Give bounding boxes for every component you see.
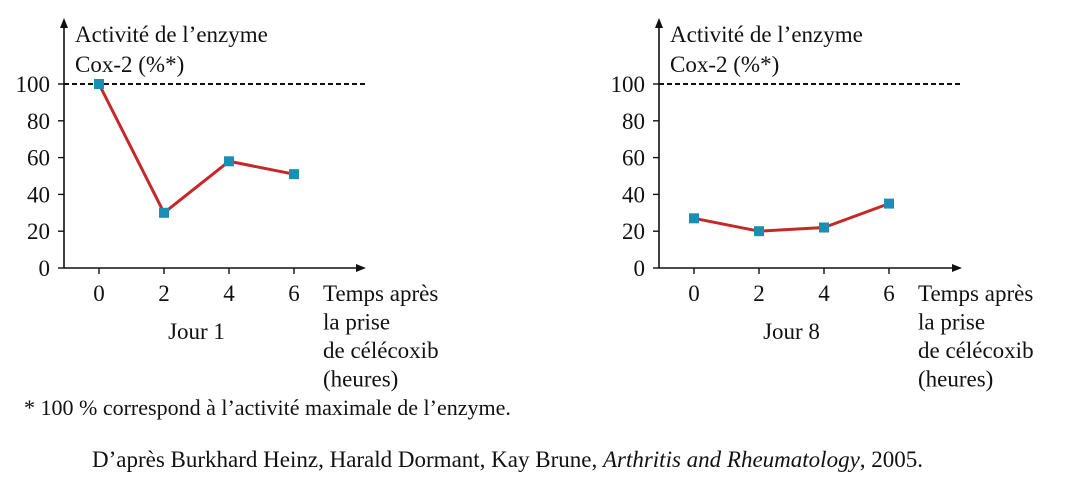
x-axis-label-line: Temps après	[323, 281, 438, 306]
data-point	[289, 169, 299, 180]
series-line	[97, 83, 295, 215]
y-axis-label-line2: Cox-2 (%*)	[75, 52, 184, 77]
series-line	[693, 202, 890, 233]
x-axis-label-line: de célécoxib	[918, 338, 1034, 363]
y-tick-label: 20	[27, 219, 50, 244]
chart-1: 0 20 40 60 80 100 0 2 4 6 Activité de l’enzyme Cox-…	[16, 18, 439, 392]
x-axis-label-line: Temps après	[918, 281, 1033, 306]
x-tick-label: 4	[223, 281, 235, 306]
y-axis-arrow	[655, 18, 663, 28]
chart-2: 0 20 40 60 80 100 0 2 4 6 Activité de l’enzyme Cox-…	[611, 18, 1034, 392]
y-tick-label: 100	[16, 72, 51, 97]
y-tick-label: 100	[611, 72, 646, 97]
y-axis-label-line2: Cox-2 (%*)	[670, 52, 779, 77]
x-tick-label: 6	[883, 281, 895, 306]
x-axis-label-line: (heures)	[323, 367, 398, 392]
data-point	[224, 156, 234, 167]
y-tick-label: 0	[39, 256, 51, 281]
y-tick-label: 40	[27, 182, 50, 207]
data-point	[159, 207, 169, 218]
x-axis-label-line: la prise	[918, 310, 985, 335]
source-suffix: , 2005.	[859, 447, 924, 472]
data-point	[884, 198, 894, 209]
y-axis-label-line1: Activité de l’enzyme	[670, 22, 863, 47]
y-axis-label-line1: Activité de l’enzyme	[75, 22, 268, 47]
data-point	[819, 222, 829, 233]
x-axis-label-line: (heures)	[918, 367, 993, 392]
x-axis-arrow	[952, 264, 962, 272]
y-tick-label: 80	[622, 109, 645, 134]
source-citation: D’après Burkhard Heinz, Harald Dormant, …	[92, 447, 923, 473]
x-tick-label: 4	[818, 281, 830, 306]
chart-caption: Jour 1	[168, 319, 225, 344]
x-tick-label: 0	[93, 281, 105, 306]
data-point	[689, 213, 699, 224]
y-tick-label: 40	[622, 182, 645, 207]
x-tick-label: 0	[688, 281, 700, 306]
source-journal: Arthritis and Rheumatology	[602, 447, 860, 472]
x-axis-label-line: la prise	[323, 310, 390, 335]
x-tick-label: 6	[288, 281, 300, 306]
footnote: * 100 % correspond à l’activité maximale…	[24, 395, 511, 420]
y-tick-label: 20	[622, 219, 645, 244]
chart-caption: Jour 8	[763, 319, 820, 344]
data-point	[754, 226, 764, 237]
y-tick-label: 80	[27, 109, 50, 134]
y-tick-label: 60	[622, 146, 645, 171]
y-tick-label: 60	[27, 146, 50, 171]
x-axis-arrow	[356, 264, 366, 272]
y-axis-arrow	[60, 18, 68, 28]
x-tick-label: 2	[158, 281, 170, 306]
x-tick-label: 2	[753, 281, 765, 306]
y-tick-label: 0	[634, 256, 646, 281]
data-point	[94, 79, 104, 89]
source-prefix: D’après Burkhard Heinz, Harald Dormant, …	[92, 447, 603, 472]
x-axis-label-line: de célécoxib	[323, 338, 439, 363]
